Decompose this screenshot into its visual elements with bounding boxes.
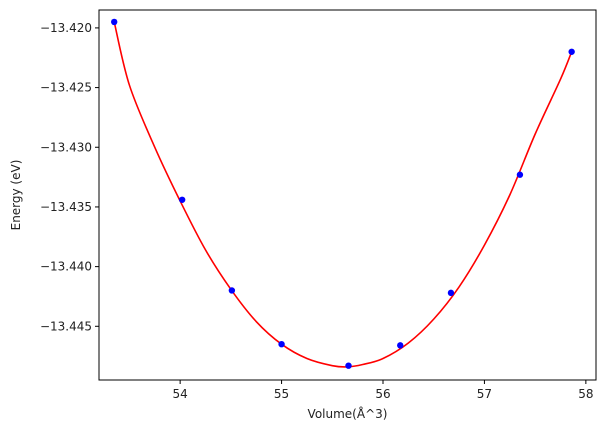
y-axis-label: Energy (eV) bbox=[9, 160, 23, 231]
data-point bbox=[397, 342, 404, 349]
data-point bbox=[228, 287, 236, 294]
y-tick-label: −13.420 bbox=[40, 21, 92, 35]
y-tick-label: −13.430 bbox=[40, 140, 92, 154]
data-point bbox=[111, 18, 118, 26]
data-point bbox=[278, 340, 285, 348]
plot-frame bbox=[98, 9, 597, 381]
data-point bbox=[178, 196, 186, 203]
plot-area bbox=[98, 9, 597, 381]
data-point bbox=[345, 362, 352, 369]
fit-curve-line bbox=[113, 21, 573, 368]
x-axis-label: Volume(Å^3) bbox=[308, 406, 388, 421]
data-point bbox=[516, 171, 524, 178]
x-tick-label: 55 bbox=[274, 387, 289, 401]
x-tick-label: 57 bbox=[477, 387, 492, 401]
y-tick-label: −13.435 bbox=[40, 200, 92, 214]
x-tick-label: 58 bbox=[578, 387, 593, 401]
x-tick-label: 56 bbox=[375, 387, 390, 401]
y-tick-label: −13.440 bbox=[40, 260, 92, 274]
x-tick-label: 54 bbox=[173, 387, 188, 401]
data-points bbox=[111, 18, 575, 369]
data-point bbox=[447, 289, 455, 297]
x-axis-ticks: 54 55 56 57 58 bbox=[173, 380, 593, 401]
y-tick-label: −13.425 bbox=[40, 81, 92, 95]
data-point bbox=[568, 48, 575, 55]
y-tick-label: −13.445 bbox=[40, 319, 92, 333]
y-axis-ticks: −13.420 −13.425 −13.430 −13.435 −13.440 −13.4… bbox=[40, 21, 99, 333]
